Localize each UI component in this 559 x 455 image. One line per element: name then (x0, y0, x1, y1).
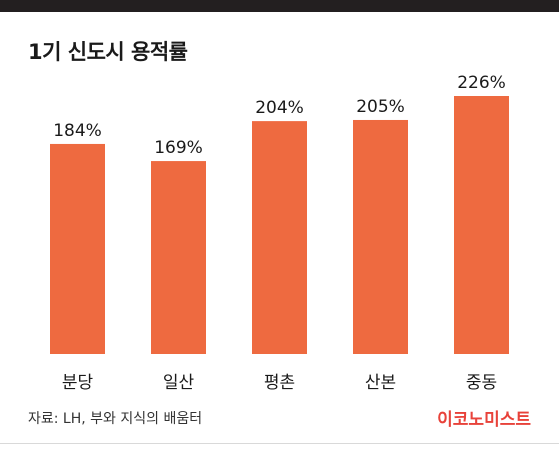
bar-4 (353, 119, 408, 354)
category-label-2: 일산 (163, 373, 195, 393)
value-label-5: 226% (457, 73, 506, 93)
bar-2 (151, 161, 206, 354)
bar-chart: 184% 분당 169% 일산 204% 평촌 205% 산본 226% 중동 (50, 73, 509, 393)
bar-5 (454, 96, 509, 354)
bottom-divider (0, 443, 559, 444)
category-label-3: 평촌 (264, 373, 295, 393)
source-text: 자료: LH, 부와 지식의 배움터 (28, 411, 203, 427)
chart-title: 1기 신도시 용적률 (28, 40, 188, 64)
brand-logo: 이코노미스트 (437, 410, 531, 430)
value-label-1: 184% (53, 121, 102, 141)
category-label-1: 분당 (62, 373, 94, 393)
bar-3 (252, 121, 307, 354)
value-label-2: 169% (154, 138, 203, 158)
bar-1 (50, 143, 105, 354)
top-bar (0, 0, 559, 12)
value-label-4: 205% (356, 97, 405, 117)
category-label-4: 산본 (365, 373, 396, 393)
value-label-3: 204% (255, 98, 304, 118)
category-label-5: 중동 (466, 373, 497, 393)
